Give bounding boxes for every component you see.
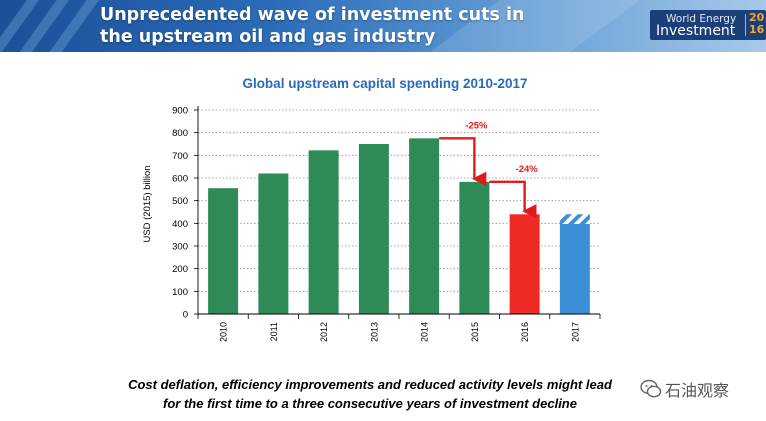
watermark: 石油观察 <box>640 377 729 401</box>
x-tick-label: 2017 <box>570 322 580 342</box>
logo-year-bottom: 16 <box>749 23 765 36</box>
bar-2011 <box>258 173 289 314</box>
wechat-icon <box>640 379 662 398</box>
slide-title-line1: Unprecedented wave of investment cuts in <box>100 5 525 25</box>
decline-arrow <box>489 180 537 219</box>
bar-2010 <box>208 188 239 314</box>
bar-2016 <box>509 214 540 314</box>
y-tick-label: 200 <box>172 264 188 275</box>
bar-2015 <box>459 181 490 314</box>
x-tick-label: 2010 <box>219 322 229 342</box>
bar-2012 <box>308 150 339 314</box>
watermark-text: 石油观察 <box>665 381 730 400</box>
bar-2013 <box>358 144 389 314</box>
chart-title: Global upstream capital spending 2010-20… <box>242 76 528 91</box>
x-tick-label: 2014 <box>420 322 430 342</box>
x-tick-label: 2013 <box>369 322 379 342</box>
bar-2017-hatched-range <box>559 214 590 225</box>
decline-label: -25% <box>465 120 488 131</box>
slide-title-line2: the upstream oil and gas industry <box>100 27 436 47</box>
wei-logo <box>650 10 766 40</box>
logo-line1: World Energy <box>666 13 737 25</box>
x-tick-label: 2016 <box>520 322 530 342</box>
annotations: -25% -24% <box>439 120 539 219</box>
bar-2017 <box>559 224 590 314</box>
logo-divider <box>745 14 746 36</box>
footer-line2: for the first time to a three consecutiv… <box>163 396 577 411</box>
y-tick-label: 700 <box>172 151 188 162</box>
y-tick-label: 900 <box>172 106 188 117</box>
axes: 0 100 200 300 400 500 600 700 800 900 2010 2011 2012… <box>142 106 601 342</box>
logo-year: 20 16 <box>749 12 764 36</box>
logo-year-top: 20 <box>749 11 765 24</box>
gridlines <box>198 109 600 292</box>
decline-arrow <box>439 137 487 187</box>
y-axis-title: USD (2015) billion <box>142 165 153 242</box>
x-tick-label: 2012 <box>319 322 329 342</box>
y-tick-label: 300 <box>172 242 188 253</box>
decline-label: -24% <box>516 164 539 175</box>
bar-2014 <box>409 138 440 314</box>
x-tick-label: 2011 <box>269 322 279 341</box>
slide-title: Unprecedented wave of investment cuts in… <box>100 4 530 48</box>
footer-note: Cost deflation, efficiency improvements … <box>100 375 640 413</box>
y-tick-label: 600 <box>172 174 188 185</box>
bars <box>208 138 590 314</box>
y-tick-label: 800 <box>172 128 188 139</box>
logo-line2: Investment <box>656 23 736 39</box>
y-tick-label: 100 <box>172 287 188 298</box>
footer-line1: Cost deflation, efficiency improvements … <box>128 377 612 392</box>
x-tick-label: 2015 <box>470 322 480 342</box>
header-banner <box>0 0 766 52</box>
y-tick-label: 400 <box>172 219 188 230</box>
banner-decoration <box>0 0 640 52</box>
y-tick-label: 0 <box>183 310 188 321</box>
y-tick-label: 500 <box>172 196 188 207</box>
